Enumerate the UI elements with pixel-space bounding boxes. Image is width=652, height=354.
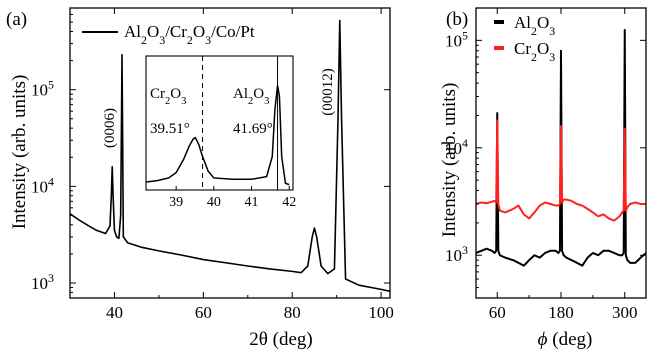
panel-a-xtick-label: 100	[368, 303, 394, 322]
panel-a-peak-label: (00012)	[320, 68, 336, 116]
inset-phase-label: Cr2O3	[150, 86, 186, 107]
panel-b-legend-label-part: O	[537, 13, 549, 32]
panel-a-ytick-exponent: 5	[48, 78, 54, 92]
panel-a-ytick-base: 10	[31, 274, 48, 293]
panel-a-ytick-base: 10	[31, 177, 48, 196]
panel-a-ytick-label: 105	[31, 78, 54, 100]
panel-a-annotations: (0006) (00012)	[102, 68, 336, 148]
panel-a-legend: Al2O3/Cr2O3/Co/Pt	[82, 22, 255, 47]
panel-a-legend-label-part: O	[193, 22, 205, 41]
panel-b-ytick-base: 10	[445, 246, 462, 265]
panel-a-legend-label-part: Al	[124, 22, 141, 41]
panel-b-xlabel-rest: (deg)	[548, 329, 593, 350]
panel-a-ylabel: Intensity (arb. units)	[9, 75, 30, 230]
inset-peak-value: 41.69°	[233, 121, 273, 137]
panel-b-ytick-exponent: 4	[462, 136, 468, 150]
inset-xtick-label: 41	[245, 195, 259, 210]
panel-a-ytick-label: 104	[31, 174, 54, 196]
panel-b-ytick-exponent: 3	[462, 243, 468, 257]
panel-b-series-line-1	[476, 119, 646, 222]
panel-a-xlabel: 2θ (deg)	[249, 329, 312, 350]
panel-a-ytick-label: 103	[31, 271, 54, 293]
panel-a-xtick-label: 80	[284, 303, 301, 322]
panel-a-legend-label-part: O	[147, 22, 159, 41]
panel-a-series-line	[70, 19, 390, 293]
panel-b-ytick-label: 103	[445, 243, 468, 265]
inset-xtick-label: 40	[207, 195, 221, 210]
panel-b-legend-label-part: 2	[531, 50, 537, 64]
panel-b-legend-label-part: 3	[549, 24, 555, 38]
panel-a-plot-area	[70, 19, 390, 293]
panel-a-legend-label: Al2O3/Cr2O3/Co/Pt	[124, 22, 255, 47]
panel-b-ytick-base: 10	[445, 139, 462, 158]
panel-b-ylabel: Intensity (arb. units)	[439, 83, 460, 238]
inset-phase-label-part: 2	[165, 96, 170, 107]
inset-phase-label-part: 3	[264, 96, 269, 107]
inset-peak-value: 39.51°	[150, 121, 190, 137]
panel-b-legend-label-part: O	[537, 39, 549, 58]
panel-b-ytick-exponent: 5	[462, 28, 468, 42]
panel-b-ytick-label: 105	[445, 28, 468, 50]
panel-a-legend-label-part: 2	[187, 33, 193, 47]
panel-a-legend-label-part: /Cr	[165, 22, 187, 41]
panel-a-legend-label-part: 3	[159, 33, 165, 47]
panel-b-xtick-label: 180	[548, 303, 574, 322]
panel-b-plot-area	[476, 28, 646, 267]
inset-phase-label-part: Cr	[150, 86, 165, 102]
panel-b-label: (b)	[446, 9, 468, 30]
panel-a-ytick-exponent: 4	[48, 174, 54, 188]
panel-a-label: (a)	[6, 9, 27, 30]
panel-b-xtick-label: 300	[612, 303, 638, 322]
panel-a-peak-label: (0006)	[102, 108, 118, 148]
inset-phase-label-part: O	[253, 86, 264, 102]
panel-a-frame	[69, 7, 391, 299]
inset-phase-label-part: Al	[233, 86, 248, 102]
panel-b-legend-label: Al2O3	[514, 13, 555, 38]
panel-a-legend-label-part: 2	[141, 33, 147, 47]
panel-b-xtick-label: 60	[489, 303, 506, 322]
panel-a-ytick-exponent: 3	[48, 271, 54, 285]
panel-b-legend-label: Cr2O3	[514, 39, 555, 64]
panel-a-ytick-base: 10	[31, 81, 48, 100]
inset-xtick-label: 39	[169, 195, 183, 210]
panel-b-ytick-base: 10	[445, 31, 462, 50]
panel-a-xtick-label: 60	[195, 303, 212, 322]
inset-phase-label-part: O	[170, 86, 181, 102]
panel-b-legend-label-part: Al	[514, 13, 531, 32]
panel-a-xtick-label: 40	[106, 303, 123, 322]
panel-b-xlabel-symbol: ϕ	[538, 329, 548, 350]
panel-b-legend-label-part: Cr	[514, 39, 531, 58]
inset-phase-label: Al2O3	[233, 86, 269, 107]
panel-b-xlabel: ϕ (deg)	[538, 329, 593, 350]
inset-phase-label-part: 2	[248, 96, 253, 107]
panel-b-legend-label-part: 3	[549, 50, 555, 64]
inset-phase-label-part: 3	[181, 96, 186, 107]
panel-b-ytick-label: 104	[445, 136, 468, 158]
panel-b-legend-label-part: 2	[531, 24, 537, 38]
panel-a-legend-label-part: /Co/Pt	[211, 22, 255, 41]
inset-xtick-label: 42	[282, 195, 296, 210]
inset-series-line	[145, 85, 290, 186]
panel-a-legend-label-part: 3	[205, 33, 211, 47]
